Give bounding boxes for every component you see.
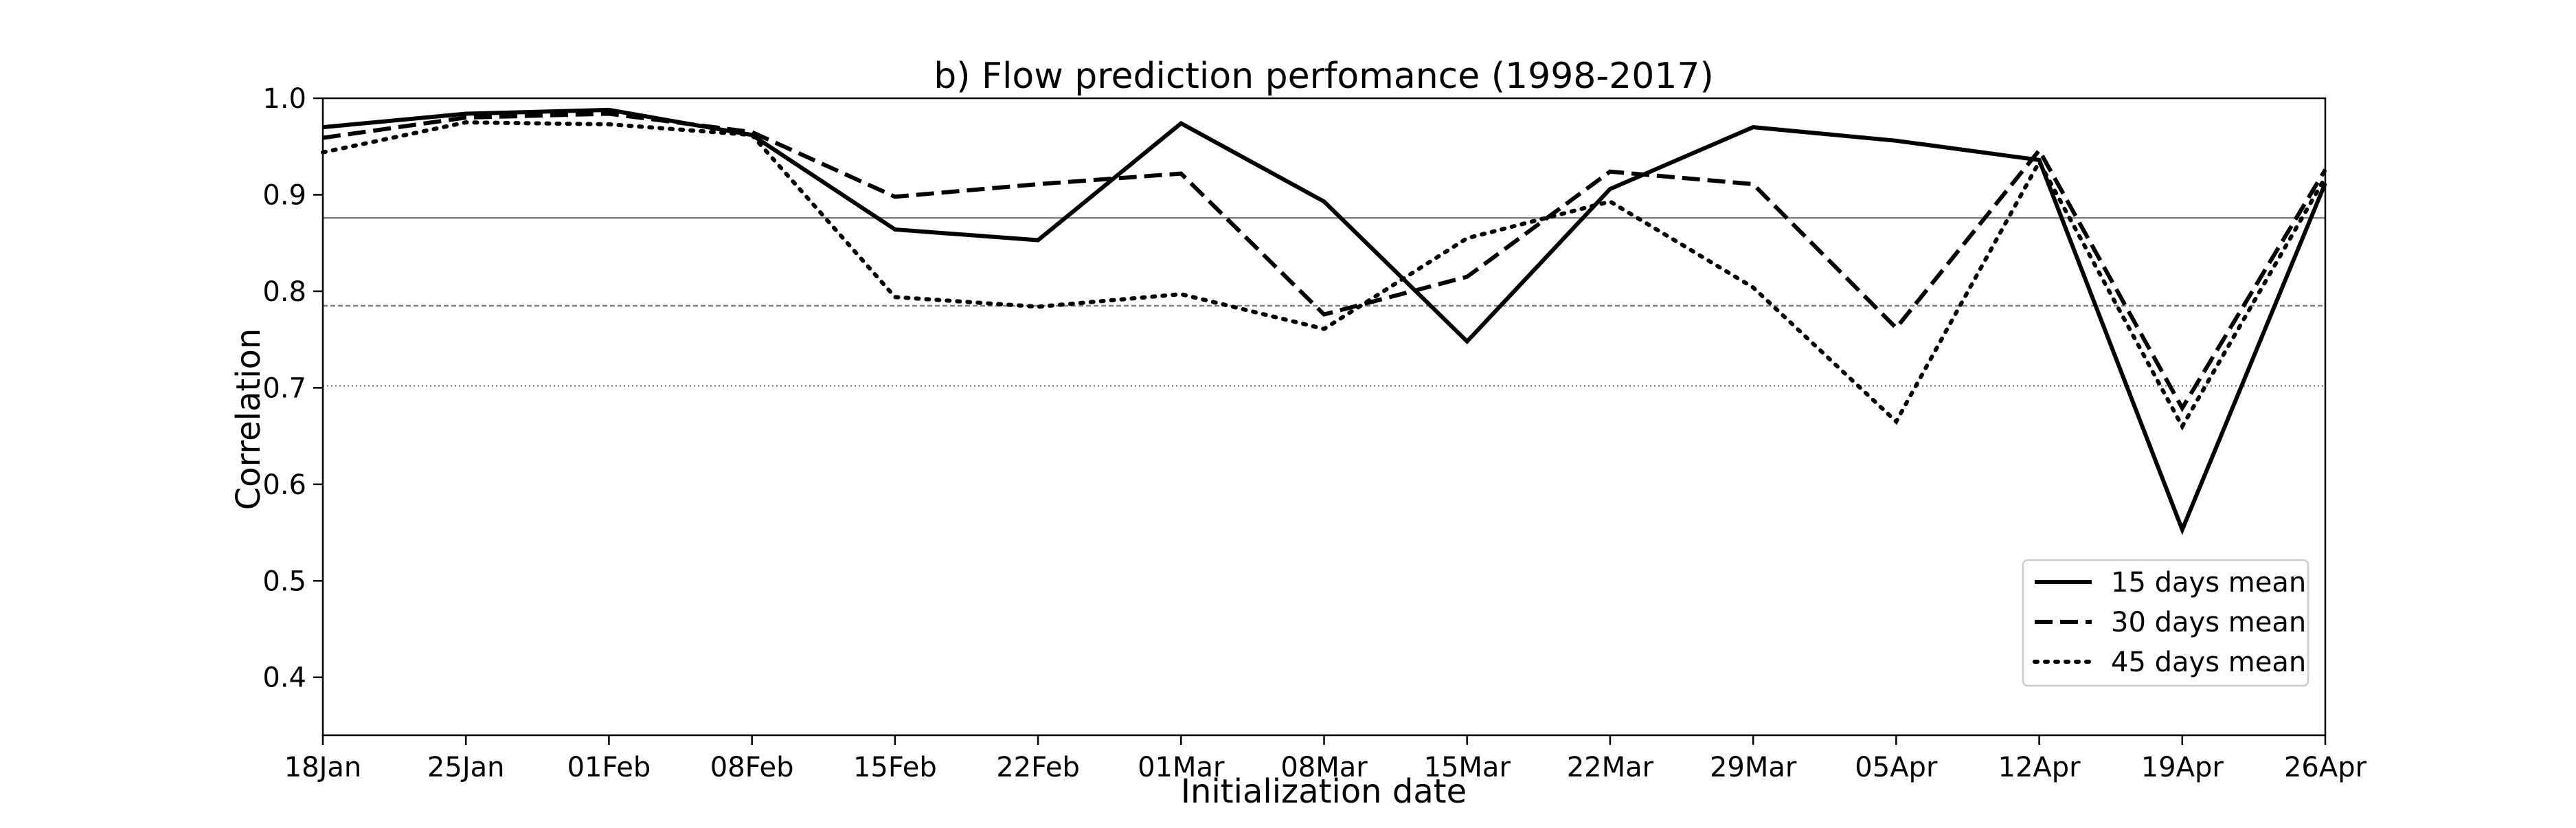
x-tick-label: 05Apr [1855, 752, 1938, 783]
series-line-2 [322, 111, 2327, 412]
legend-label-2: 30 days mean [2111, 607, 2306, 638]
reference-lines [323, 216, 2325, 387]
x-tick-label: 01Feb [567, 752, 651, 783]
legend-label-3: 45 days mean [2111, 647, 2306, 678]
x-tick-label: 15Feb [853, 752, 937, 783]
x-tick-label: 15Mar [1424, 752, 1511, 783]
series-lines [321, 107, 2327, 535]
x-tick-label: 08Mar [1280, 752, 1368, 783]
x-tick-label: 25Jan [427, 752, 505, 783]
x-tick-label: 22Mar [1567, 752, 1654, 783]
legend: 15 days mean 30 days mean 45 days mean [2022, 559, 2309, 687]
y-axis-title: Correlation [229, 328, 268, 511]
chart-title: b) Flow prediction perfomance (1998-2017… [934, 56, 1714, 97]
series-line-3 [321, 120, 2327, 431]
y-tick-label: 0.6 [262, 469, 306, 501]
x-axis: 18Jan 25Jan 01Feb 08Feb 15Feb 22Feb 01Mar 08Mar… [284, 735, 2367, 783]
x-tick-label: 22Feb [996, 752, 1080, 783]
x-tick-label: 29Mar [1710, 752, 1797, 783]
x-tick-label: 18Jan [284, 752, 362, 783]
y-tick-label: 0.7 [262, 372, 306, 404]
legend-label-1: 15 days mean [2111, 567, 2306, 598]
y-tick-label: 0.5 [262, 566, 306, 597]
x-tick-label: 12Apr [1998, 752, 2081, 783]
x-tick-label: 26Apr [2284, 752, 2367, 783]
y-tick-label: 0.4 [262, 662, 306, 694]
series-line-1 [322, 107, 2327, 535]
x-tick-label: 08Feb [710, 752, 794, 783]
y-tick-label: 0.8 [262, 276, 306, 308]
y-axis: 0.4 0.5 0.6 0.7 0.8 0.9 1.0 [262, 83, 323, 694]
x-axis-title: Initialization date [1181, 772, 1467, 811]
y-tick-label: 1.0 [262, 83, 306, 115]
y-tick-label: 0.9 [262, 179, 306, 211]
legend-box [2022, 559, 2309, 687]
x-tick-label: 01Mar [1138, 752, 1225, 783]
x-tick-label: 19Apr [2141, 752, 2224, 783]
